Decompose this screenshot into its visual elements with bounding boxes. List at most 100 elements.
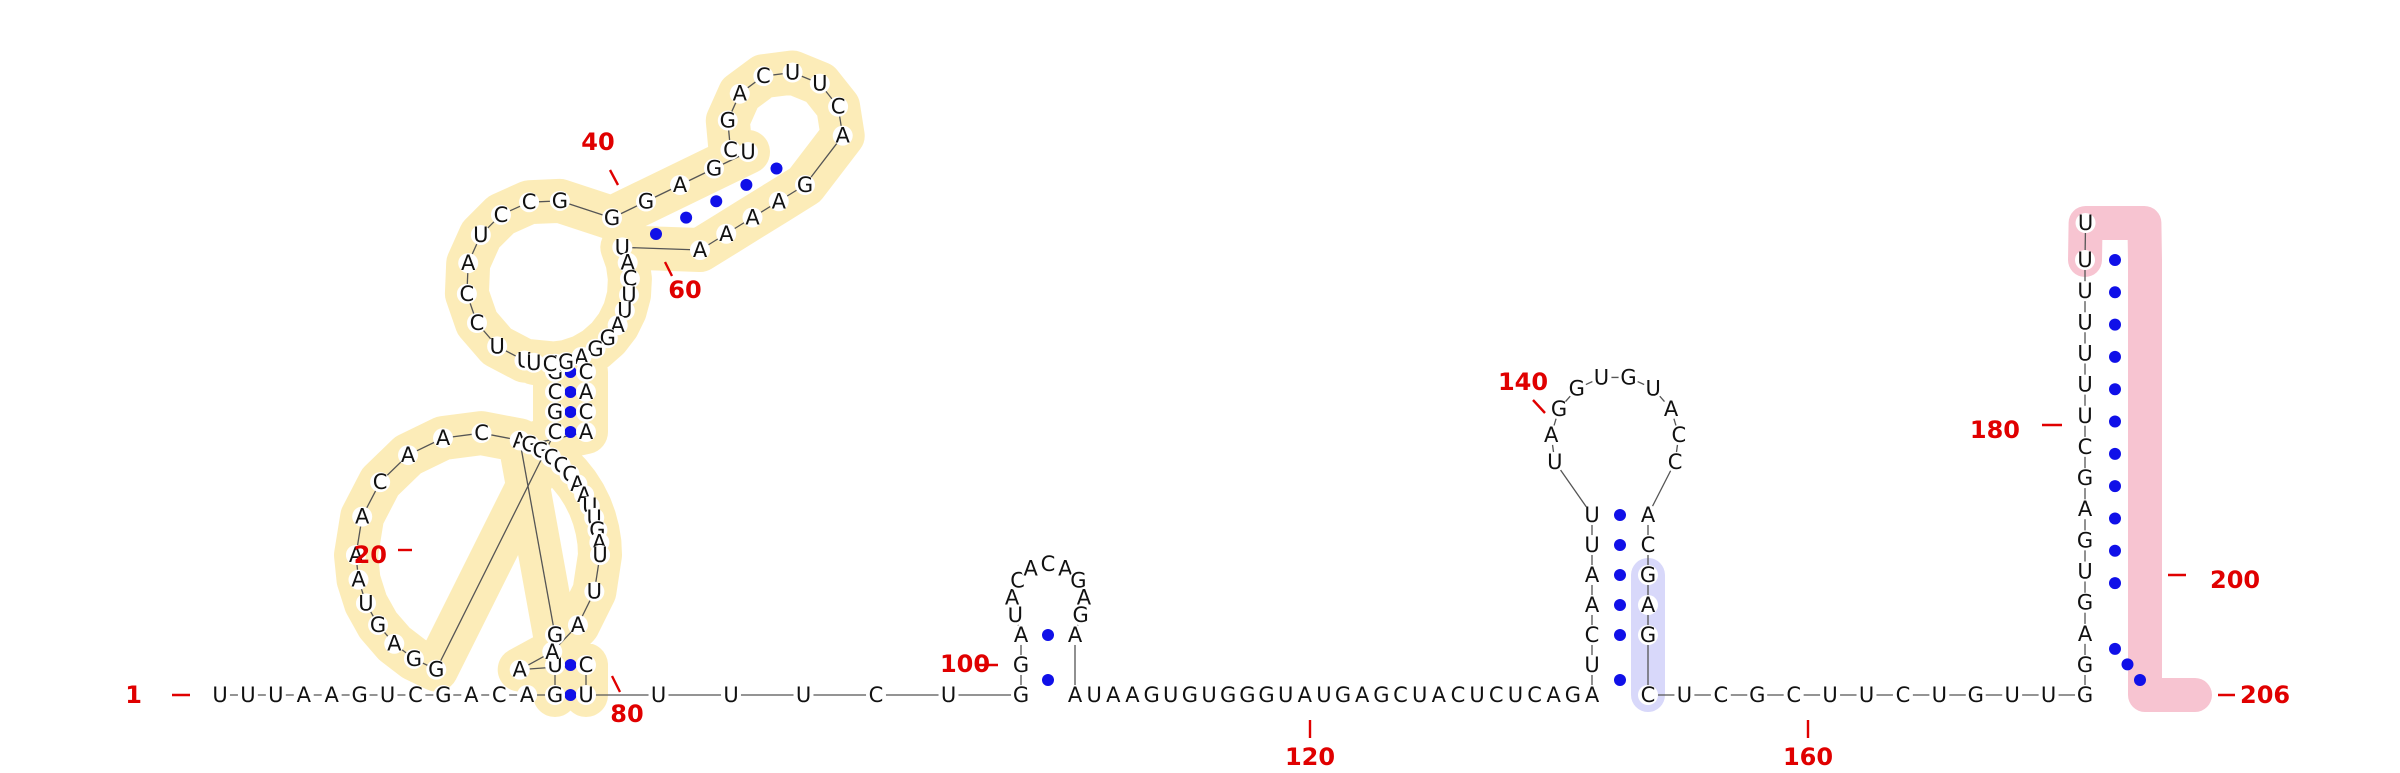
highlight-layer: [334, 50, 2212, 717]
nucleotide: U: [1674, 683, 1695, 707]
nucleotide: G: [2075, 466, 2095, 490]
base-pair-dot: [2109, 350, 2121, 363]
nucleotide-letter: U: [1646, 377, 1661, 401]
nucleotide: A: [352, 505, 373, 529]
nucleotide-background: [321, 685, 342, 705]
nucleotide: U: [2075, 211, 2096, 235]
nucleotide: C: [466, 311, 487, 335]
nucleotide-letter: A: [1005, 586, 1020, 610]
nucleotide-background: [602, 208, 622, 228]
nucleotide: U: [1582, 653, 1602, 677]
nucleotide: A: [1294, 683, 1315, 707]
nucleotide-background: [1294, 685, 1315, 705]
nucleotide: G: [704, 157, 724, 181]
nucleotide-letter: C: [1671, 423, 1686, 447]
nucleotide: A: [1103, 683, 1124, 707]
nucleotide-background: [1582, 655, 1602, 675]
position-label: 60: [668, 276, 701, 304]
nucleotide-background: [1582, 625, 1602, 645]
nucleotide-letter: G: [370, 613, 386, 637]
nucleotide: U: [648, 683, 669, 707]
nucleotide-background: [782, 62, 803, 83]
nucleotide-letter: U: [796, 683, 811, 707]
nucleotide-background: [648, 685, 669, 705]
nucleotide-background: [1710, 685, 1731, 705]
nucleotide-background: [1428, 685, 1449, 705]
nucleotide-background: [405, 685, 426, 705]
nucleotide-background: [523, 352, 544, 373]
nucleotide: A: [729, 82, 750, 106]
nucleotide: C: [576, 400, 596, 424]
nucleotide-background: [1011, 625, 1031, 645]
nucleotide-background: [690, 240, 710, 260]
nucleotide-background: [1544, 451, 1565, 472]
nucleotide-background: [1892, 685, 1913, 705]
nucleotide-letter: C: [579, 360, 594, 384]
nucleotide-letter: G: [1013, 653, 1029, 677]
nucleotide: C: [519, 190, 540, 214]
nucleotide-background: [1065, 625, 1085, 645]
nucleotide-letter: G: [706, 157, 722, 181]
nucleotide-background: [670, 175, 690, 195]
nucleotide: G: [1562, 683, 1583, 707]
nucleotide: A: [2075, 497, 2095, 521]
nucleotide: A: [433, 426, 454, 450]
nucleotide: U: [938, 683, 959, 707]
nucleotide-background: [2075, 592, 2095, 613]
nucleotide-background: [1674, 685, 1695, 705]
nucleotide-background: [355, 593, 376, 614]
nucleotide: C: [1892, 683, 1913, 707]
nucleotide-letter: A: [1077, 586, 1092, 610]
nucleotide-letter: U: [1469, 683, 1484, 707]
nucleotide: U: [1820, 683, 1841, 707]
nucleotide: C: [2075, 435, 2095, 459]
nucleotide-letter: U: [1278, 683, 1293, 707]
nucleotide-background: [720, 139, 741, 160]
nucleotide: C: [405, 683, 426, 707]
nucleotide-letter: U: [2077, 560, 2092, 584]
position-label: 200: [2210, 566, 2260, 594]
nucleotide: A: [742, 206, 763, 230]
nucleotide: U: [1409, 683, 1430, 707]
nucleotide-background: [545, 625, 565, 645]
nucleotide-letter: G: [1640, 563, 1656, 587]
nucleotide-background: [433, 428, 454, 449]
nucleotide-letter: C: [756, 64, 771, 88]
nucleotide-letter: G: [351, 683, 367, 707]
nucleotide: A: [768, 189, 789, 213]
nucleotide-letter: U: [1547, 450, 1562, 474]
nucleotide-letter: A: [733, 82, 748, 106]
nucleotide-letter: C: [623, 267, 638, 291]
nucleotide-letter: G: [1373, 683, 1389, 707]
nucleotide-background: [1582, 685, 1602, 705]
nucleotide-letter: U: [473, 223, 488, 247]
nucleotide-background: [348, 569, 369, 590]
nucleotide-letter: U: [785, 60, 800, 84]
nucleotide-background: [938, 685, 959, 705]
nucleotide-background: [1055, 558, 1076, 579]
position-tick: [1532, 399, 1546, 414]
base-pair-dot: [2109, 254, 2121, 266]
nucleotide-background: [2038, 685, 2059, 705]
position-label: 160: [1783, 743, 1833, 771]
nucleotide: G: [717, 109, 738, 133]
nucleotide: A: [670, 173, 690, 197]
nucleotide-letter: A: [461, 251, 476, 275]
nucleotide-letter: U: [268, 683, 283, 707]
nucleotide-letter: G: [1551, 397, 1567, 421]
nucleotide: A: [690, 238, 710, 262]
nucleotide-letter: U: [1584, 533, 1599, 557]
nucleotide: G: [1548, 397, 1569, 421]
nucleotide-letter: A: [1544, 423, 1559, 447]
nucleotide-letter: A: [836, 124, 851, 148]
nucleotide-letter: U: [812, 72, 827, 96]
nucleotide: C: [1638, 683, 1658, 707]
nucleotide-letter: A: [2078, 497, 2093, 521]
nucleotide-background: [793, 685, 814, 705]
nucleotide-letter: A: [1014, 623, 1029, 647]
nucleotide-letter: U: [740, 140, 755, 164]
nucleotide-background: [1011, 685, 1031, 705]
nucleotide-letter: C: [1041, 552, 1056, 576]
nucleotide-letter: U: [1594, 365, 1609, 389]
nucleotide: C: [1783, 683, 1804, 707]
